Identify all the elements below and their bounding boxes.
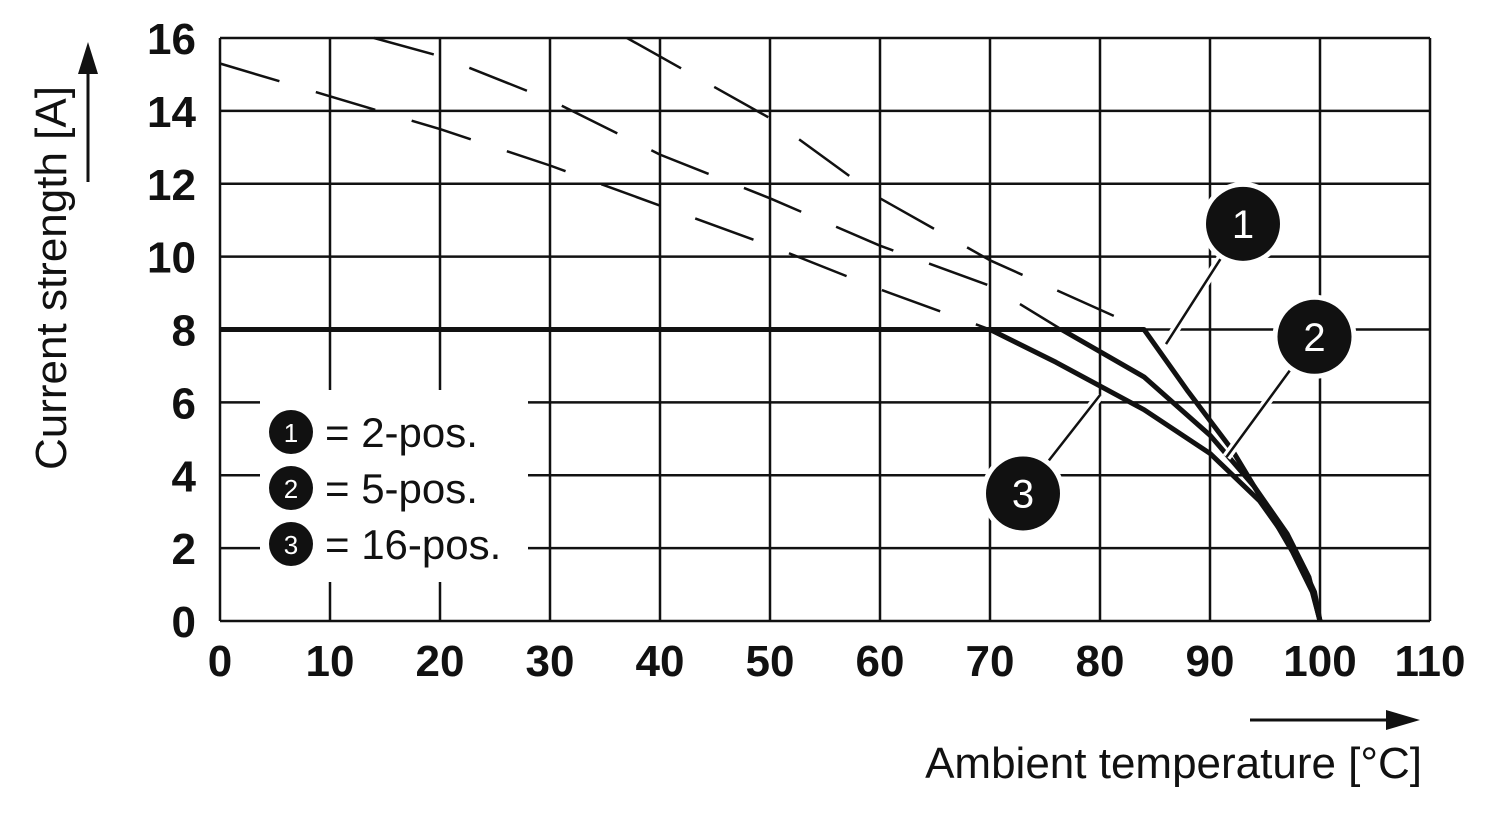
x-tick-label: 60 — [856, 637, 905, 686]
y-tick-label: 2 — [172, 525, 196, 574]
badge-circle — [1206, 186, 1280, 261]
y-tick-label: 14 — [147, 88, 196, 137]
x-tick-label: 50 — [746, 637, 795, 686]
y-tick-label: 8 — [172, 307, 196, 356]
y-tick-label: 10 — [147, 234, 196, 283]
dashed-curve-1 — [626, 36, 1145, 331]
badge-circle — [269, 522, 313, 566]
callout-badge-1: 1 — [1201, 181, 1285, 266]
y-axis-arrow-head — [78, 42, 98, 74]
y-tick-label: 0 — [172, 598, 196, 647]
x-tick-label: 30 — [526, 637, 575, 686]
dashed-series-group — [219, 36, 1145, 331]
x-tick-label: 40 — [636, 637, 685, 686]
badge-circle — [269, 410, 313, 454]
badge-number: 1 — [1232, 203, 1254, 247]
badge-circle — [269, 466, 313, 510]
y-tick-label: 16 — [147, 15, 196, 64]
callout-badge-2: 2 — [1272, 294, 1357, 379]
legend-badge-1: 1 — [264, 405, 318, 459]
y-axis-label: Current strength [A] — [27, 86, 76, 470]
x-tick-label: 80 — [1076, 637, 1125, 686]
legend-badge-2: 2 — [264, 461, 318, 515]
x-tick-label: 20 — [416, 637, 465, 686]
callout-badge-3: 3 — [981, 451, 1065, 536]
y-tick-label: 12 — [147, 161, 196, 210]
badge-number: 2 — [1303, 316, 1325, 360]
legend-entry-text: = 5-pos. — [325, 465, 478, 512]
x-tick-label: 100 — [1283, 637, 1356, 686]
x-tick-label: 110 — [1395, 637, 1466, 686]
badge-number: 3 — [284, 530, 298, 560]
y-tick-label: 6 — [172, 379, 196, 428]
legend-badge-3: 3 — [264, 517, 318, 571]
dashed-curve-2 — [373, 36, 1063, 331]
x-tick-label: 90 — [1186, 637, 1235, 686]
legend-entry-text: = 16-pos. — [325, 521, 501, 568]
x-axis-arrow-head — [1386, 710, 1420, 730]
y-tick-label: 4 — [172, 452, 197, 501]
x-axis-label: Ambient temperature [°C] — [925, 739, 1422, 788]
callouts: 1 2 3 — [981, 181, 1357, 536]
badge-circle — [986, 456, 1060, 531]
x-tick-label: 10 — [306, 637, 355, 686]
legend-entry-text: = 2-pos. — [325, 409, 478, 456]
badge-number: 2 — [284, 474, 298, 504]
badge-circle — [1277, 299, 1352, 374]
x-tick-label: 0 — [208, 637, 232, 686]
badge-number: 3 — [1012, 472, 1034, 516]
legend: 1 = 2-pos. 2 = 5-pos. 3 = 16-pos. — [260, 390, 528, 582]
x-tick-label: 70 — [966, 637, 1015, 686]
solid-curve-3 — [988, 327, 1323, 622]
solid-series-group — [220, 327, 1323, 622]
badge-number: 1 — [284, 418, 298, 448]
dashed-curve-3 — [219, 62, 991, 331]
